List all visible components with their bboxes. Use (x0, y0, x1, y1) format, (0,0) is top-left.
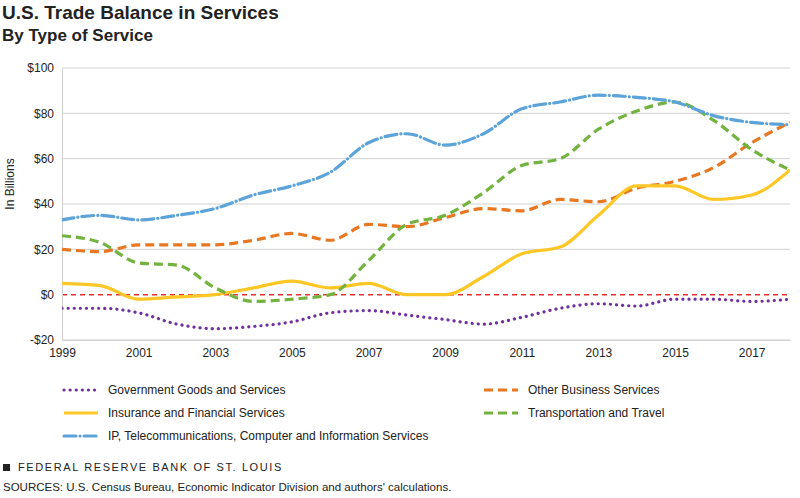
y-tick-label: $0 (41, 288, 55, 302)
sources: SOURCES: U.S. Census Bureau, Economic In… (3, 481, 451, 493)
grid-line (62, 249, 790, 250)
legend-swatch (484, 411, 518, 414)
y-tick: $40 (34, 197, 62, 211)
x-tick-label: 2009 (432, 346, 459, 360)
legend-item: Other Business Services (484, 383, 659, 397)
x-tick: 2009 (432, 340, 459, 360)
x-tick-label: 2015 (662, 346, 689, 360)
legend-item: IP, Telecommunications, Computer and Inf… (64, 429, 428, 443)
legend-item: Government Goods and Services (64, 383, 285, 397)
legend-label: Government Goods and Services (108, 383, 285, 397)
y-axis: -$20$0$20$40$60$80$100 (27, 61, 62, 347)
legend-label: Other Business Services (528, 383, 659, 397)
y-tick: $20 (34, 243, 62, 257)
series-line (62, 299, 790, 328)
x-tick: 2003 (202, 340, 229, 360)
y-tick-label: $80 (34, 107, 54, 121)
y-tick: $80 (34, 107, 62, 121)
legend: Government Goods and Services Other Busin… (64, 383, 664, 443)
y-tick-label: $100 (27, 61, 54, 75)
legend-label: Transportation and Travel (528, 406, 664, 420)
x-tick-label: 2013 (586, 346, 613, 360)
y-tick: $60 (34, 152, 62, 166)
x-tick-label: 2007 (356, 346, 383, 360)
title: U.S. Trade Balance in Services (2, 2, 279, 23)
x-tick-label: 2017 (739, 346, 766, 360)
x-tick-label: 2003 (202, 346, 229, 360)
x-tick-label: 2001 (126, 346, 153, 360)
y-tick: $0 (41, 288, 62, 302)
y-tick-label: $40 (34, 197, 54, 211)
x-tick: 2015 (662, 340, 689, 360)
footer-square (3, 464, 10, 471)
y-tick-label: $20 (34, 243, 54, 257)
legend-item: Insurance and Financial Services (64, 406, 285, 420)
series-line (62, 102, 790, 301)
legend-label: IP, Telecommunications, Computer and Inf… (108, 429, 428, 443)
publisher: FEDERAL RESERVE BANK OF ST. LOUIS (18, 461, 283, 473)
x-tick: 2007 (356, 340, 383, 360)
grid-line (62, 340, 790, 341)
x-tick: 2017 (739, 340, 766, 360)
x-tick: 1999 (49, 340, 76, 360)
grid-line (62, 113, 790, 114)
subtitle: By Type of Service (2, 26, 153, 45)
legend-swatch (484, 388, 518, 391)
x-tick: 2011 (509, 340, 535, 360)
legend-item: Transportation and Travel (484, 406, 664, 420)
x-tick-label: 1999 (49, 346, 76, 360)
x-tick-label: 2005 (279, 346, 306, 360)
y-tick: $100 (27, 61, 62, 75)
x-tick: 2005 (279, 340, 306, 360)
lines (62, 95, 790, 328)
grid-line (62, 68, 790, 69)
y-tick-label: $60 (34, 152, 54, 166)
legend-label: Insurance and Financial Services (108, 406, 285, 420)
legend-swatch (64, 411, 98, 414)
y-axis-line (62, 69, 63, 341)
chart: U.S. Trade Balance in Services By Type of… (0, 0, 800, 498)
legend-swatch (64, 388, 98, 391)
legend-swatch (64, 434, 98, 437)
x-tick: 2013 (586, 340, 613, 360)
x-tick: 2001 (126, 340, 153, 360)
grid-line (62, 158, 790, 159)
x-axis: 1999 2001 2003 2005 2007 2009 2011 2013 2015 2017 (49, 340, 790, 360)
series-line (62, 170, 790, 299)
series-line (62, 95, 790, 220)
grid (62, 68, 790, 340)
x-tick-label: 2011 (509, 346, 535, 360)
y-axis-title: In Billions (3, 158, 17, 209)
x-axis-line (63, 340, 791, 341)
grid-line (62, 204, 790, 205)
